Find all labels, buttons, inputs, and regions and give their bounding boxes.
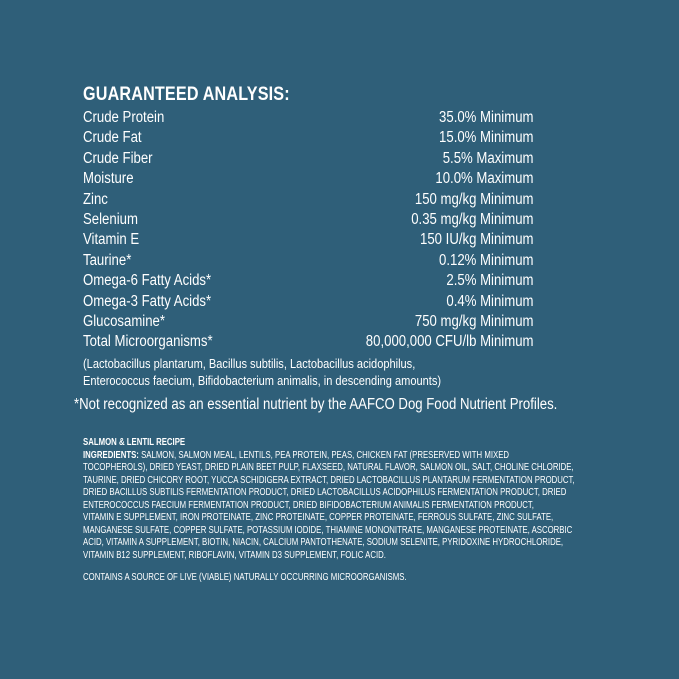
- ingredient-line: MANGANESE SULFATE, COPPER SULFATE, POTAS…: [83, 525, 575, 538]
- nutrient-value: 0.4% Minimum: [446, 292, 534, 310]
- microorganisms-note: (Lactobacillus plantarum, Bacillus subti…: [83, 355, 534, 389]
- nutrient-value: 150 IU/kg Minimum: [420, 231, 534, 249]
- live-microorganisms-note: CONTAINS A SOURCE OF LIVE (VIABLE) NATUR…: [83, 572, 407, 583]
- nutrient-value: 15.0% Minimum: [439, 129, 534, 147]
- ingredient-text: ENTEROCOCCUS FAECIUM FERMENTATION PRODUC…: [83, 499, 534, 511]
- analysis-row: Omega-3 Fatty Acids* 0.4% Minimum: [83, 292, 534, 312]
- ingredient-text: VITAMIN E SUPPLEMENT, IRON PROTEINATE, Z…: [83, 512, 554, 523]
- nutrient-label: Selenium: [83, 210, 138, 228]
- ingredient-text: DRIED BACILLUS SUBTILIS FERMENTATION PRO…: [83, 487, 567, 498]
- analysis-row: Crude Fiber 5.5% Maximum: [83, 149, 534, 169]
- ingredient-text: TOCOPHEROLS), DRIED YEAST, DRIED PLAIN B…: [83, 462, 574, 473]
- ingredient-line: VITAMIN B12 SUPPLEMENT, RIBOFLAVIN, VITA…: [83, 550, 575, 563]
- analysis-row: Zinc 150 mg/kg Minimum: [83, 190, 534, 210]
- analysis-row: Crude Protein 35.0% Minimum: [83, 108, 534, 128]
- nutrient-label: Vitamin E: [83, 231, 140, 249]
- ingredient-text: MANGANESE SULFATE, COPPER SULFATE, POTAS…: [83, 524, 573, 536]
- nutrient-value: 10.0% Maximum: [435, 170, 534, 188]
- analysis-row: Selenium 0.35 mg/kg Minimum: [83, 210, 534, 230]
- ingredients-label: INGREDIENTS:: [83, 449, 139, 461]
- nutrient-value: 150 mg/kg Minimum: [414, 190, 534, 208]
- nutrient-label: Crude Fat: [83, 129, 142, 147]
- ingredient-line: TAURINE, DRIED CHICORY ROOT, YUCCA SCHID…: [83, 475, 575, 488]
- nutrient-label: Moisture: [83, 170, 134, 188]
- note-line: (Lactobacillus plantarum, Bacillus subti…: [83, 355, 416, 371]
- analysis-table: Crude Protein 35.0% Minimum Crude Fat 15.0%…: [83, 108, 534, 353]
- ingredient-line: DRIED BACILLUS SUBTILIS FERMENTATION PRO…: [83, 487, 575, 500]
- analysis-row: Omega-6 Fatty Acids* 2.5% Minimum: [83, 271, 534, 291]
- nutrient-label: Taurine*: [83, 251, 132, 269]
- ingredient-text: ACID, VITAMIN A SUPPLEMENT, BIOTIN, NIAC…: [83, 537, 564, 548]
- nutrient-label: Crude Fiber: [83, 149, 153, 167]
- nutrient-label: Omega-3 Fatty Acids*: [83, 292, 212, 310]
- analysis-row: Glucosamine* 750 mg/kg Minimum: [83, 312, 534, 332]
- ingredient-line: ACID, VITAMIN A SUPPLEMENT, BIOTIN, NIAC…: [83, 537, 575, 550]
- nutrient-label: Total Microorganisms*: [83, 333, 213, 351]
- ingredient-line: INGREDIENTS: SALMON, SALMON MEAL, LENTIL…: [83, 450, 575, 463]
- ingredients-list: INGREDIENTS: SALMON, SALMON MEAL, LENTIL…: [83, 450, 575, 563]
- nutrient-value: 750 mg/kg Minimum: [414, 312, 534, 330]
- nutrient-value: 2.5% Minimum: [446, 272, 534, 290]
- nutrient-label: Zinc: [83, 190, 108, 208]
- nutrient-label: Crude Protein: [83, 109, 165, 126]
- guaranteed-analysis: GUARANTEED ANALYSIS: Crude Protein 35.0% …: [83, 84, 534, 389]
- analysis-row: Total Microorganisms* 80,000,000 CFU/lb M…: [83, 332, 534, 352]
- ingredient-text: SALMON, SALMON MEAL, LENTILS, PEA PROTEI…: [138, 449, 510, 461]
- analysis-row: Taurine* 0.12% Minimum: [83, 251, 534, 271]
- recipe-title: SALMON & LENTIL RECIPE: [83, 437, 186, 448]
- analysis-row: Vitamin E 150 IU/kg Minimum: [83, 230, 534, 250]
- ingredient-text: TAURINE, DRIED CHICORY ROOT, YUCCA SCHID…: [83, 474, 575, 486]
- analysis-row: Crude Fat 15.0% Minimum: [83, 128, 534, 148]
- ingredient-text: VITAMIN B12 SUPPLEMENT, RIBOFLAVIN, VITA…: [83, 549, 386, 561]
- aafco-note: *Not recognized as an essential nutrient…: [74, 396, 558, 413]
- nutrient-value: 5.5% Maximum: [442, 149, 534, 167]
- note-line: Enterococcus faecium, Bifidobacterium an…: [83, 372, 442, 388]
- nutrient-value: 0.12% Minimum: [439, 251, 534, 269]
- nutrient-label: Omega-6 Fatty Acids*: [83, 272, 212, 290]
- ingredient-line: ENTEROCOCCUS FAECIUM FERMENTATION PRODUC…: [83, 500, 575, 513]
- nutrient-value: 35.0% Minimum: [439, 109, 534, 126]
- ingredients-section: SALMON & LENTIL RECIPE INGREDIENTS: SALM…: [83, 437, 575, 585]
- nutrient-value: 80,000,000 CFU/lb Minimum: [365, 333, 534, 351]
- nutrient-label: Glucosamine*: [83, 312, 166, 330]
- ingredient-line: VITAMIN E SUPPLEMENT, IRON PROTEINATE, Z…: [83, 512, 575, 525]
- analysis-row: Moisture 10.0% Maximum: [83, 169, 534, 189]
- nutrient-value: 0.35 mg/kg Minimum: [411, 210, 534, 228]
- ingredient-line: TOCOPHEROLS), DRIED YEAST, DRIED PLAIN B…: [83, 462, 575, 475]
- guaranteed-analysis-title: GUARANTEED ANALYSIS:: [83, 84, 290, 105]
